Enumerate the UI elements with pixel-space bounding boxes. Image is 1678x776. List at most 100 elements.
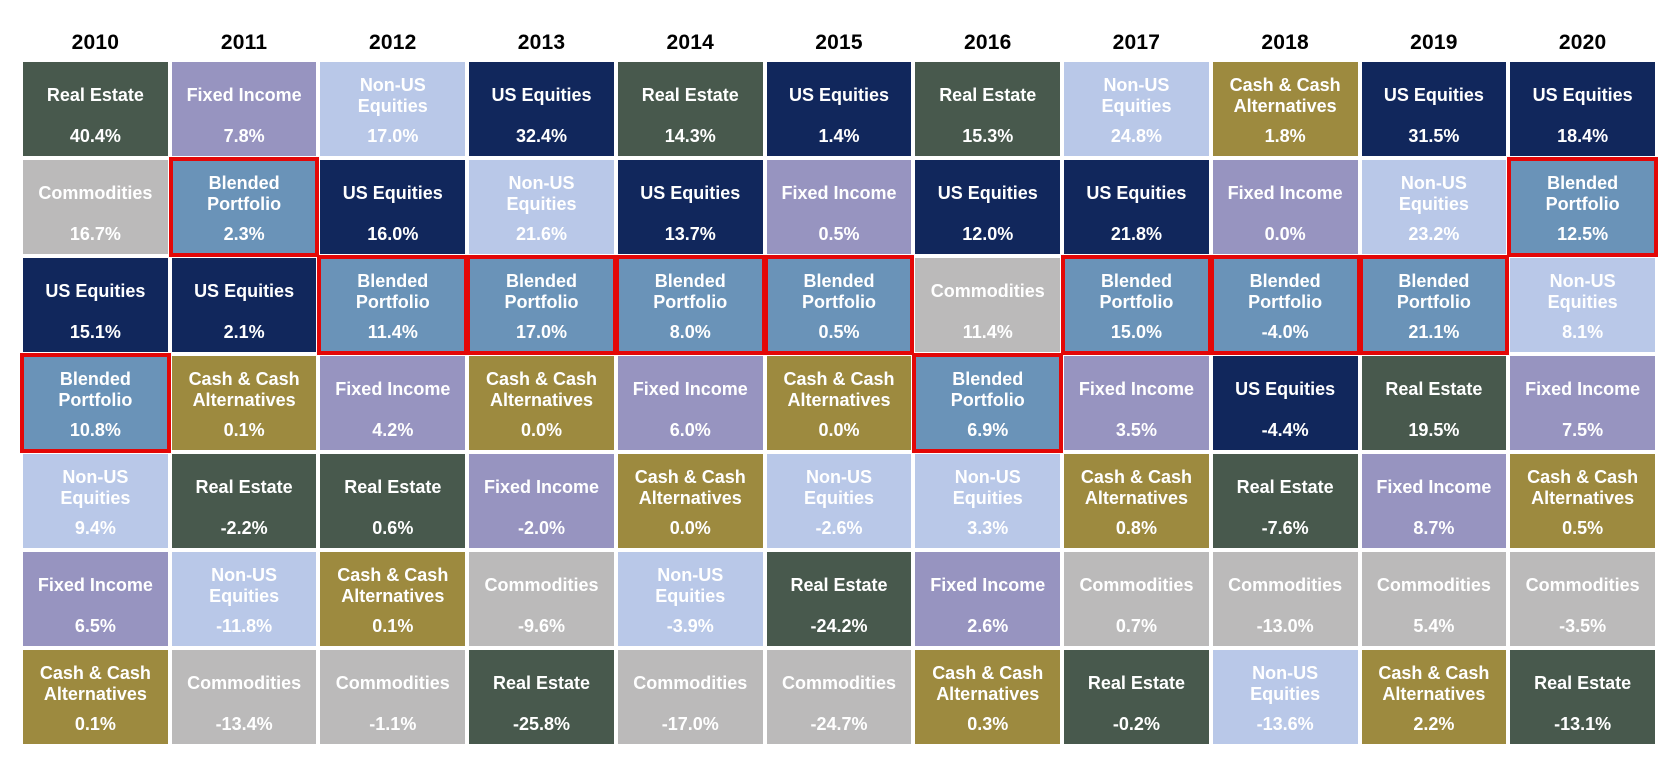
asset-cell: Blended Portfolio 11.4% [317,255,469,355]
asset-label: Non-US Equities [803,466,874,508]
asset-label: US Equities [640,183,741,204]
asset-label: Fixed Income [632,379,748,400]
asset-return: 7.8% [223,126,265,146]
asset-return: 6.5% [74,616,116,636]
asset-return: 2.3% [223,224,265,244]
asset-cell: Cash & Cash Alternatives 1.8% [1212,62,1358,156]
asset-label: Fixed Income [484,477,600,498]
asset-cell: Real Estate -25.8% [469,650,614,744]
asset-return: 4.2% [372,420,414,440]
asset-cell: Blended Portfolio 6.9% [912,353,1064,453]
asset-return: 5.4% [1413,616,1455,636]
asset-return: 0.5% [818,224,860,244]
asset-return: 17.0% [367,126,419,146]
asset-cell: Non-US Equities 8.1% [1510,258,1655,352]
asset-return: -24.2% [810,616,868,636]
asset-cell: Cash & Cash Alternatives 0.0% [766,356,912,450]
asset-cell: US Equities 12.0% [915,160,1061,254]
asset-label: Cash & Cash Alternatives [634,466,746,508]
asset-return: 14.3% [664,126,716,146]
asset-cell: Commodities 5.4% [1361,552,1507,646]
asset-return: 11.4% [962,322,1013,342]
asset-cell: Fixed Income -2.0% [469,454,614,548]
asset-cell: Non-US Equities -2.6% [766,454,912,548]
asset-label: US Equities [937,183,1038,204]
asset-return: 16.0% [367,224,419,244]
asset-cell: Blended Portfolio 10.8% [20,353,171,453]
asset-label: Blended Portfolio [355,270,430,312]
asset-cell: Blended Portfolio -4.0% [1209,255,1361,355]
asset-cell: Real Estate -2.2% [171,454,317,548]
asset-return: 21.1% [1408,322,1460,342]
asset-label: US Equities [45,281,146,302]
asset-label: Real Estate [1534,673,1632,694]
asset-label: Real Estate [46,85,144,106]
asset-cell: Non-US Equities 23.2% [1361,160,1507,254]
asset-return: 24.8% [1110,126,1162,146]
asset-label: Non-US Equities [506,172,577,214]
asset-return: -7.6% [1261,518,1309,538]
asset-return: 0.0% [818,420,860,440]
asset-cell: Blended Portfolio 12.5% [1507,157,1658,257]
year-header: 2018 [1261,31,1309,54]
asset-label: Real Estate [641,85,739,106]
asset-label: US Equities [788,85,889,106]
asset-cell: Commodities 11.4% [915,258,1061,352]
asset-return: -3.9% [666,616,714,636]
asset-return: 2.1% [223,322,265,342]
asset-cell: Fixed Income 8.7% [1361,454,1507,548]
asset-return: 8.0% [669,322,711,342]
asset-cell: Real Estate 15.3% [915,62,1061,156]
year-header-row: 2010 2011 2012 2013 2014 2015 2016 2017 2018 2019… [23,26,1655,60]
asset-return: 15.3% [962,126,1014,146]
asset-label: Cash & Cash Alternatives [486,368,598,410]
year-column: US Equities 1.4% Fixed Income 0.5% Blended P… [763,62,915,744]
year-header: 2020 [1558,31,1607,54]
asset-label: Non-US Equities [1250,662,1321,704]
asset-label: Fixed Income [37,575,153,596]
asset-cell: Real Estate 19.5% [1361,356,1507,450]
asset-return: 0.0% [521,420,563,440]
asset-return: -1.1% [369,714,417,734]
asset-label: Blended Portfolio [950,368,1025,410]
asset-label: Blended Portfolio [207,172,282,214]
asset-return: 12.5% [1557,224,1609,244]
asset-return: -4.4% [1261,420,1309,440]
asset-label: Real Estate [939,85,1037,106]
asset-cell: Fixed Income 0.5% [766,160,912,254]
asset-cell: US Equities 15.1% [23,258,168,352]
asset-label: Cash & Cash Alternatives [39,662,151,704]
asset-label: Commodities [484,575,599,596]
asset-label: Non-US Equities [1398,172,1469,214]
asset-return: -13.4% [215,714,273,734]
asset-return: 0.1% [223,420,265,440]
asset-cell: Commodities -17.0% [617,650,763,744]
asset-return: 18.4% [1557,126,1609,146]
asset-cell: Non-US Equities -11.8% [171,552,317,646]
year-header: 2015 [815,31,863,54]
year-column: US Equities 18.4% Blended Portfolio 12.5% No… [1507,62,1658,744]
asset-label: Real Estate [344,477,442,498]
asset-return: -2.0% [518,518,566,538]
asset-label: Cash & Cash Alternatives [1527,466,1639,508]
asset-label: US Equities [194,281,295,302]
asset-cell: Real Estate 0.6% [320,454,466,548]
asset-cell: Commodities -24.7% [766,650,912,744]
returns-table: 2010 2011 2012 2013 2014 2015 2016 2017 2018 2019… [20,26,1658,744]
asset-label: Commodities [781,673,896,694]
asset-cell: Cash & Cash Alternatives 0.5% [1510,454,1655,548]
asset-label: US Equities [1086,183,1187,204]
asset-return: 6.9% [967,420,1009,440]
asset-cell: Fixed Income 7.5% [1510,356,1655,450]
asset-cell: Cash & Cash Alternatives 0.3% [915,650,1061,744]
asset-label: Commodities [930,281,1045,302]
asset-return: 23.2% [1408,224,1460,244]
asset-return: 8.1% [1562,322,1604,342]
asset-label: Cash & Cash Alternatives [1229,74,1341,116]
asset-label: Blended Portfolio [653,270,728,312]
asset-label: Real Estate [790,575,888,596]
asset-return: -13.1% [1554,714,1612,734]
asset-cell: Non-US Equities 3.3% [915,454,1061,548]
asset-return: 0.3% [967,714,1009,734]
asset-return: 1.8% [1264,126,1306,146]
